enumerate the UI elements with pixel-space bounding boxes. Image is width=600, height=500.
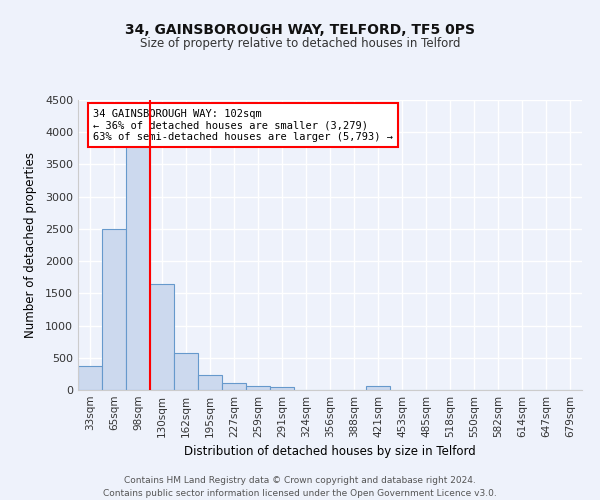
Text: 34, GAINSBOROUGH WAY, TELFORD, TF5 0PS: 34, GAINSBOROUGH WAY, TELFORD, TF5 0PS xyxy=(125,22,475,36)
Text: Contains HM Land Registry data © Crown copyright and database right 2024.: Contains HM Land Registry data © Crown c… xyxy=(124,476,476,485)
Bar xyxy=(366,386,390,390)
Text: Contains public sector information licensed under the Open Government Licence v3: Contains public sector information licen… xyxy=(103,489,497,498)
Bar xyxy=(174,352,198,390)
X-axis label: Distribution of detached houses by size in Telford: Distribution of detached houses by size … xyxy=(184,446,476,458)
Bar xyxy=(78,366,102,390)
Bar xyxy=(270,388,294,390)
Bar xyxy=(198,374,222,390)
Bar xyxy=(102,229,126,390)
Text: Size of property relative to detached houses in Telford: Size of property relative to detached ho… xyxy=(140,38,460,51)
Bar xyxy=(246,386,270,390)
Text: 34 GAINSBOROUGH WAY: 102sqm
← 36% of detached houses are smaller (3,279)
63% of : 34 GAINSBOROUGH WAY: 102sqm ← 36% of det… xyxy=(93,108,393,142)
Bar xyxy=(150,284,174,390)
Bar xyxy=(222,383,246,390)
Y-axis label: Number of detached properties: Number of detached properties xyxy=(23,152,37,338)
Bar xyxy=(126,145,150,390)
